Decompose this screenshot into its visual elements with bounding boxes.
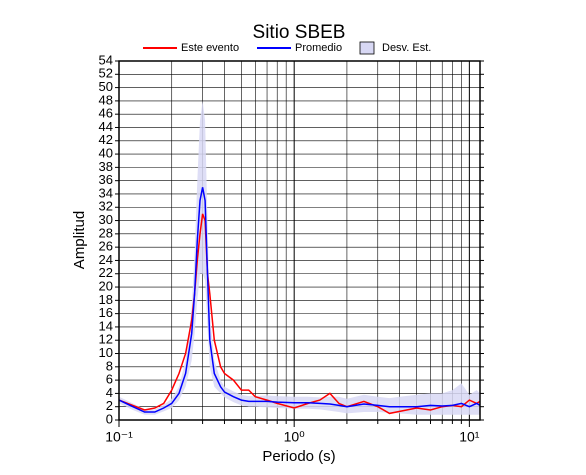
y-tick-label: 16 — [99, 305, 113, 320]
x-tick-label: 10⁰ — [284, 429, 306, 445]
y-tick-label: 30 — [99, 212, 113, 227]
x-tick-label: 10⁻¹ — [105, 429, 133, 445]
legend-label: Promedio — [295, 42, 342, 54]
y-tick-label: 54 — [99, 52, 113, 67]
line — [118, 187, 481, 413]
y-tick-label: 0 — [106, 411, 113, 426]
legend-label: Desv. Est. — [382, 42, 431, 54]
line — [118, 213, 481, 415]
y-tick-label: 50 — [99, 79, 113, 94]
x-axis-label: Periodo (s) — [262, 448, 335, 465]
y-tick-label: 32 — [99, 199, 113, 214]
y-tick-label: 38 — [99, 159, 113, 174]
y-tick-label: 12 — [99, 332, 113, 347]
std-band — [119, 100, 480, 415]
y-axis-label: Amplitud — [71, 211, 88, 269]
y-tick-label: 6 — [106, 372, 113, 387]
y-tick-label: 26 — [99, 239, 113, 254]
y-tick-label: 2 — [106, 398, 113, 413]
y-tick-label: 14 — [99, 318, 113, 333]
legend-swatch — [359, 41, 375, 55]
y-tick-label: 20 — [99, 278, 113, 293]
y-tick-label: 34 — [99, 185, 113, 200]
y-tick-label: 44 — [99, 119, 113, 134]
y-tick-label: 18 — [99, 292, 113, 307]
y-tick-label: 48 — [99, 92, 113, 107]
y-tick-label: 40 — [99, 146, 113, 161]
legend-label: Este evento — [181, 42, 239, 54]
y-tick-label: 36 — [99, 172, 113, 187]
y-tick-label: 8 — [106, 358, 113, 373]
y-tick-label: 42 — [99, 132, 113, 147]
y-tick-label: 4 — [106, 385, 113, 400]
x-tick-label: 10¹ — [459, 429, 480, 445]
y-tick-label: 46 — [99, 106, 113, 121]
y-tick-label: 24 — [99, 252, 113, 267]
y-tick-label: 22 — [99, 265, 113, 280]
y-tick-label: 10 — [99, 345, 113, 360]
chart-title: Sitio SBEB — [253, 22, 346, 43]
y-tick-label: 28 — [99, 225, 113, 240]
y-tick-label: 52 — [99, 66, 113, 81]
plot-frame — [118, 60, 481, 421]
